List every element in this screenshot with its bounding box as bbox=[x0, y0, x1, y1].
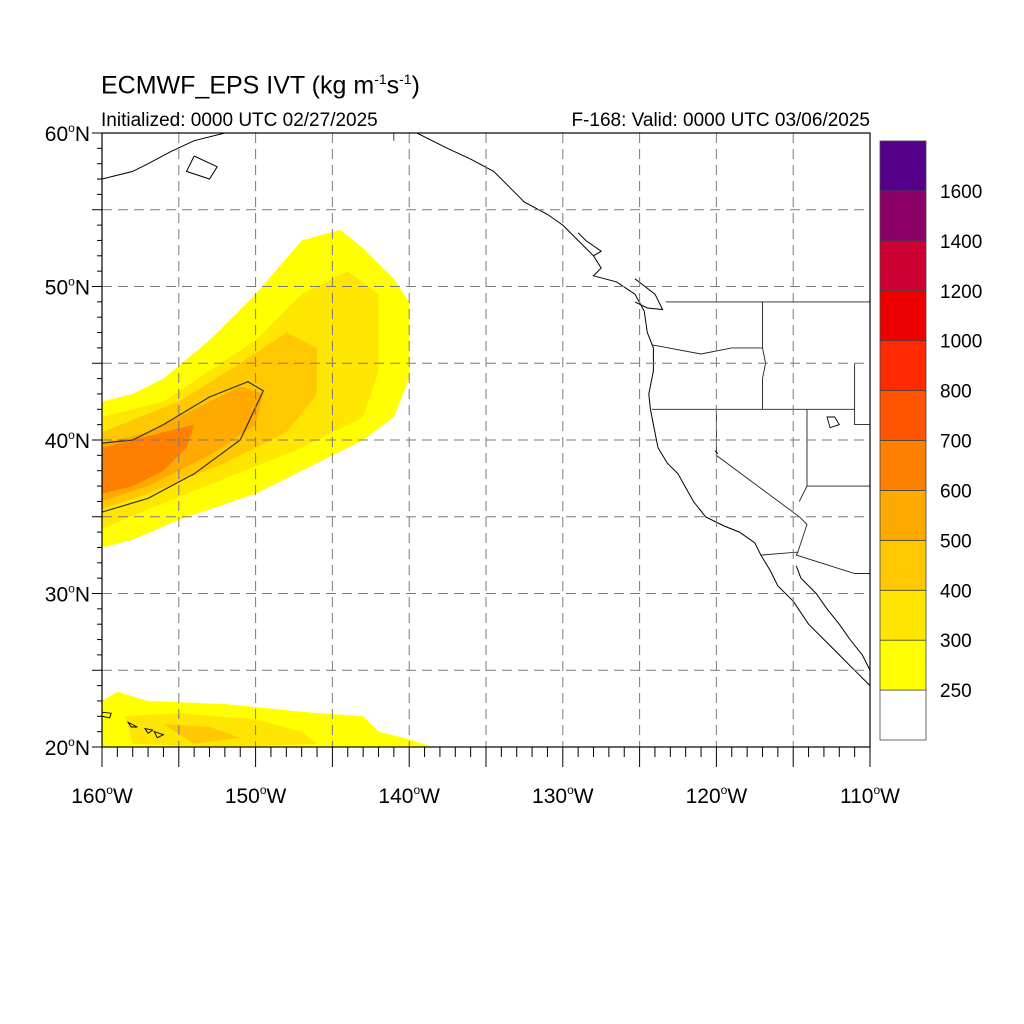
coastline bbox=[577, 232, 603, 257]
ivt-shading bbox=[102, 229, 433, 747]
colorbar-label: 1400 bbox=[940, 232, 982, 253]
lon-label: 150oW bbox=[225, 783, 287, 808]
valid-time: F-168: Valid: 0000 UTC 03/06/2025 bbox=[571, 110, 870, 131]
colorbar-label: 400 bbox=[940, 581, 972, 602]
state-border bbox=[797, 516, 808, 553]
ivt-region-level600 bbox=[102, 424, 195, 494]
ivt-region-hawaii-inner bbox=[125, 713, 317, 747]
colorbar-label: 300 bbox=[940, 631, 972, 652]
island-or-lake bbox=[126, 721, 138, 728]
colorbar-swatch bbox=[879, 440, 927, 491]
axis-labels: 60oN 50oN 40oN 30oN 20oN 160oW 150oW 140oW 130oW… bbox=[45, 121, 900, 808]
island-or-lake bbox=[102, 711, 112, 719]
lat-label: 30oN bbox=[45, 582, 90, 607]
island-or-lake bbox=[826, 416, 840, 429]
colorbar-label: 800 bbox=[940, 382, 972, 403]
colorbar-swatch bbox=[879, 539, 927, 591]
colorbar-swatch bbox=[879, 340, 927, 391]
colorbar-swatch bbox=[879, 689, 927, 741]
colorbar: 250 300 400 500 600 700 800 1000 1200 1400 1600 bbox=[879, 140, 982, 741]
lat-label: 20oN bbox=[45, 735, 90, 760]
lon-label: 120oW bbox=[686, 783, 748, 808]
colorbar-swatch bbox=[879, 589, 927, 641]
colorbar-label: 1600 bbox=[940, 182, 982, 203]
colorbar-swatch bbox=[879, 140, 927, 192]
figure-title: ECMWF_EPS IVT (kg m-1s-1) bbox=[101, 71, 420, 100]
colorbar-label: 1000 bbox=[940, 332, 982, 353]
coastline bbox=[795, 565, 870, 671]
colorbar-swatch bbox=[879, 190, 927, 242]
colorbar-label: 500 bbox=[940, 531, 972, 552]
initialized-time: Initialized: 0000 UTC 02/27/2025 bbox=[101, 110, 378, 131]
lat-label: 50oN bbox=[45, 275, 90, 300]
lat-label: 40oN bbox=[45, 428, 90, 453]
colorbar-swatch bbox=[879, 240, 927, 292]
colorbar-swatch bbox=[879, 490, 927, 541]
state-border bbox=[854, 363, 870, 426]
colorbar-label: 250 bbox=[940, 681, 972, 702]
state-border bbox=[760, 551, 870, 574]
lon-label: 160oW bbox=[71, 783, 133, 808]
coastline bbox=[416, 133, 870, 686]
axis-ticks bbox=[92, 132, 871, 767]
ivt-region-hawaii-core bbox=[163, 724, 241, 744]
state-border bbox=[651, 344, 767, 410]
state-border bbox=[715, 409, 800, 518]
lat-lon-grid bbox=[102, 133, 870, 747]
coastline bbox=[634, 278, 664, 311]
lon-label: 110oW bbox=[840, 783, 900, 808]
island-or-lake bbox=[153, 730, 165, 739]
island-or-lake bbox=[144, 727, 154, 734]
coastlines bbox=[102, 133, 870, 747]
lon-label: 130oW bbox=[532, 783, 594, 808]
coastline bbox=[185, 155, 218, 180]
colorbar-swatch bbox=[879, 390, 927, 441]
ivt-contour-line bbox=[102, 381, 265, 513]
colorbar-swatch bbox=[879, 290, 927, 342]
lat-label: 60oN bbox=[45, 121, 90, 146]
ivt-contour bbox=[102, 381, 265, 513]
colorbar-label: 600 bbox=[940, 481, 972, 502]
colorbar-label: 700 bbox=[940, 432, 972, 453]
island-or-lake bbox=[714, 450, 719, 455]
state-border bbox=[798, 409, 808, 502]
colorbar-swatch bbox=[879, 639, 927, 691]
coastline bbox=[102, 133, 226, 180]
colorbar-label: 1200 bbox=[940, 282, 982, 303]
lon-label: 140oW bbox=[378, 783, 440, 808]
